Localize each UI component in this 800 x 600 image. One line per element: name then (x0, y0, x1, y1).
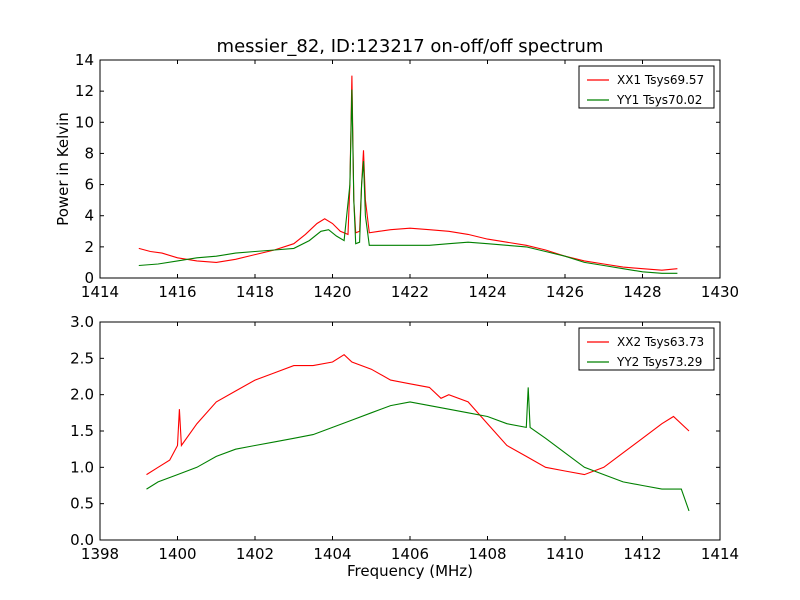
legend: XX1 Tsys69.57 YY1 Tsys70.02 (578, 65, 715, 109)
x-tick-label: 1414 (81, 283, 119, 301)
y-tick-label: 2 (84, 238, 94, 256)
chart-1: 1414 1416 1418 1420 1422 1424 1426 1428 1430 0 2 4 6… (54, 36, 739, 301)
legend-label: XX2 Tsys63.73 (617, 335, 704, 349)
y-tick-label: 0.0 (70, 531, 94, 549)
y-tick-label: 12 (75, 82, 94, 100)
x-tick-label: 1416 (158, 283, 196, 301)
legend: XX2 Tsys63.73 YY2 Tsys73.29 (578, 327, 715, 371)
x-tick-label: 1426 (546, 283, 584, 301)
x-tick-label: 1402 (236, 545, 274, 563)
y-tick-label: 1.5 (70, 422, 94, 440)
y-tick-label: 8 (84, 144, 94, 162)
y-tick-label: 0.5 (70, 495, 94, 513)
chart-title: messier_82, ID:123217 on-off/off spectru… (217, 36, 604, 57)
y-tick-label: 2.0 (70, 386, 94, 404)
x-tick-label: 1398 (81, 545, 119, 563)
series-line-yy2 (146, 387, 690, 512)
x-tick-label: 1418 (236, 283, 274, 301)
x-tick-label: 1410 (546, 545, 584, 563)
x-tick-label: 1422 (391, 283, 429, 301)
y-tick-label: 1.0 (70, 458, 94, 476)
legend-label: XX1 Tsys69.57 (617, 73, 704, 87)
x-axis-label: Frequency (MHz) (347, 562, 473, 580)
legend-box (578, 327, 715, 371)
series-line-xx2 (146, 354, 690, 476)
y-tick-label: 6 (84, 176, 94, 194)
legend-box (578, 65, 715, 109)
y-tick-label: 10 (75, 113, 94, 131)
y-axis-label: Power in Kelvin (54, 112, 72, 226)
legend-label: YY1 Tsys70.02 (616, 93, 702, 107)
series-line-yy1 (138, 89, 678, 274)
y-tick-label: 2.5 (70, 349, 94, 367)
x-tick-label: 1420 (313, 283, 351, 301)
x-tick-label: 1414 (701, 545, 739, 563)
y-tick-label: 14 (75, 51, 94, 69)
x-tick-label: 1404 (313, 545, 351, 563)
y-tick-label: 4 (84, 207, 94, 225)
x-tick-label: 1400 (158, 545, 196, 563)
chart-2: 1398 1400 1402 1404 1406 1408 1410 1412 1414 0.0 0… (70, 313, 739, 580)
y-tick-label: 3.0 (70, 313, 94, 331)
x-tick-label: 1428 (623, 283, 661, 301)
x-tick-label: 1412 (623, 545, 661, 563)
x-tick-label: 1406 (391, 545, 429, 563)
x-tick-label: 1424 (468, 283, 506, 301)
x-tick-label: 1408 (468, 545, 506, 563)
charts: 1414 1416 1418 1420 1422 1424 1426 1428 1430 0 2 4 6… (54, 36, 739, 580)
legend-label: YY2 Tsys73.29 (616, 355, 702, 369)
y-tick-label: 0 (84, 269, 94, 287)
x-tick-label: 1430 (701, 283, 739, 301)
